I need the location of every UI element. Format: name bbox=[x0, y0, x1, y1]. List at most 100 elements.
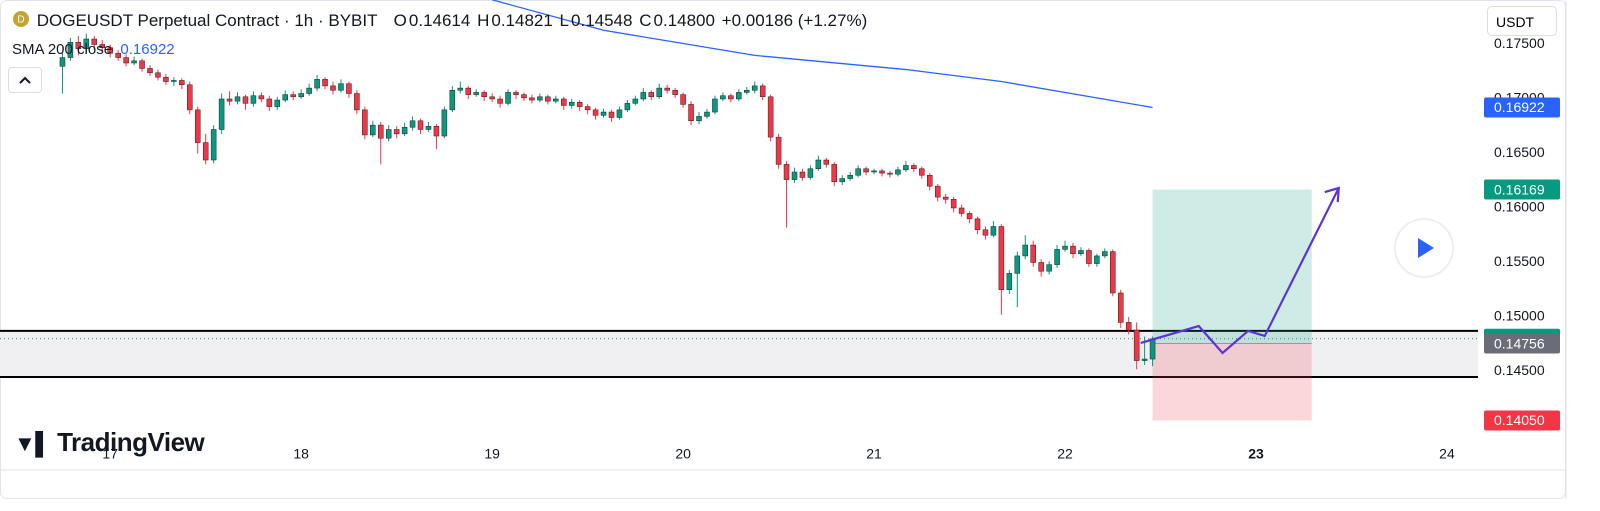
candle-body bbox=[481, 92, 487, 98]
candle-body bbox=[147, 68, 153, 74]
candle-body bbox=[362, 109, 368, 136]
candle-body bbox=[473, 92, 479, 95]
x-tick-label: 21 bbox=[866, 446, 882, 462]
candle-body bbox=[457, 87, 464, 91]
projection-path bbox=[1140, 187, 1340, 355]
candle-body bbox=[958, 207, 965, 214]
candle-body bbox=[950, 198, 957, 209]
candle-body bbox=[990, 226, 997, 236]
candle-body bbox=[608, 111, 615, 118]
brand-logo: ▼▌ TradingView bbox=[14, 427, 205, 457]
candle-body bbox=[83, 38, 90, 50]
candle-body bbox=[393, 129, 400, 135]
candle-body bbox=[298, 93, 304, 98]
candle-body bbox=[696, 116, 702, 122]
candle-body bbox=[1094, 255, 1100, 264]
y-tick-label: 0.15000 bbox=[1494, 308, 1545, 324]
candle-body bbox=[664, 87, 670, 91]
candle-body bbox=[927, 175, 933, 187]
candle-body bbox=[123, 57, 129, 64]
candle-body bbox=[919, 168, 925, 176]
candle-body bbox=[648, 92, 655, 98]
candle-body bbox=[314, 79, 320, 89]
collapse-button[interactable] bbox=[8, 67, 42, 93]
candle-body bbox=[1133, 329, 1140, 361]
price-label: 0.16922 bbox=[1494, 99, 1545, 115]
candle-body bbox=[401, 127, 408, 135]
l-label: L bbox=[559, 11, 570, 30]
price-label-box bbox=[1484, 179, 1560, 200]
candle-body bbox=[592, 109, 599, 116]
candle-body bbox=[513, 92, 519, 95]
candle-body bbox=[974, 218, 981, 231]
candle-body bbox=[1086, 250, 1092, 264]
candle-body bbox=[942, 196, 949, 200]
candle-body bbox=[59, 57, 66, 67]
candle-body bbox=[354, 93, 360, 111]
candle-body bbox=[815, 159, 822, 169]
candle-body bbox=[1022, 244, 1029, 257]
candle-body bbox=[672, 90, 678, 95]
candle-body bbox=[759, 85, 766, 98]
candle-body bbox=[210, 129, 217, 161]
candle-body bbox=[346, 83, 352, 94]
candle-body bbox=[107, 47, 113, 54]
candle-body bbox=[712, 98, 718, 113]
candle-body bbox=[441, 109, 448, 137]
close-value: 0.14800 bbox=[653, 11, 715, 30]
candle-body bbox=[807, 168, 814, 178]
candle-body bbox=[433, 125, 440, 137]
play-icon bbox=[1418, 238, 1434, 258]
candle-body bbox=[1110, 251, 1116, 294]
candle-body bbox=[529, 97, 535, 101]
currency-button[interactable]: USDT bbox=[1487, 6, 1557, 36]
candle-body bbox=[449, 90, 456, 111]
candle-body bbox=[895, 169, 901, 175]
candle-body bbox=[99, 44, 105, 48]
candle-body bbox=[505, 92, 511, 104]
candle-body bbox=[1125, 322, 1132, 331]
candle-body bbox=[67, 42, 74, 58]
c-label: C bbox=[639, 11, 652, 30]
symbol-title: DOGEUSDT Perpetual Contract · 1h · BYBIT bbox=[36, 11, 378, 30]
candle-body bbox=[720, 95, 726, 100]
y-tick-label: 0.16000 bbox=[1494, 199, 1545, 215]
candle-body bbox=[656, 87, 662, 98]
candle-body bbox=[560, 98, 567, 106]
price-label-box bbox=[1484, 97, 1560, 118]
candle-body bbox=[847, 175, 853, 179]
candle-body bbox=[863, 168, 869, 173]
candle-body bbox=[911, 165, 917, 169]
candle-body bbox=[179, 80, 185, 86]
candle-body bbox=[855, 168, 861, 176]
candle-body bbox=[282, 94, 289, 101]
candle-body bbox=[728, 95, 734, 100]
candle-body bbox=[736, 92, 742, 100]
candle-body bbox=[258, 95, 265, 100]
candle-body bbox=[266, 98, 273, 107]
brand-name: TradingView bbox=[57, 427, 205, 457]
candle-body bbox=[680, 94, 686, 105]
indicator-legend[interactable]: SMA 200 close 0.16922 bbox=[12, 41, 175, 58]
arrow-head bbox=[1324, 186, 1340, 203]
indicator-name: SMA 200 close bbox=[12, 41, 113, 58]
y-tick-label: 0.14500 bbox=[1494, 362, 1545, 378]
candle-body bbox=[545, 96, 551, 102]
candle-body bbox=[338, 83, 344, 91]
candle-body bbox=[194, 109, 201, 143]
candle-body bbox=[632, 98, 639, 104]
change: +0.00186 (+1.27%) bbox=[721, 11, 868, 30]
candle-body bbox=[489, 96, 495, 100]
high-value: 0.14821 bbox=[491, 11, 553, 30]
price-label-box bbox=[1484, 333, 1560, 354]
candle-body bbox=[1014, 255, 1021, 274]
candle-body bbox=[274, 99, 281, 107]
candle-body bbox=[417, 120, 424, 130]
candle-body bbox=[600, 111, 607, 116]
candle-body bbox=[497, 98, 503, 104]
candle-body bbox=[370, 124, 376, 136]
sma-line bbox=[491, 0, 1153, 109]
price-label: 0.14050 bbox=[1494, 412, 1545, 428]
candle-body bbox=[1102, 251, 1108, 257]
